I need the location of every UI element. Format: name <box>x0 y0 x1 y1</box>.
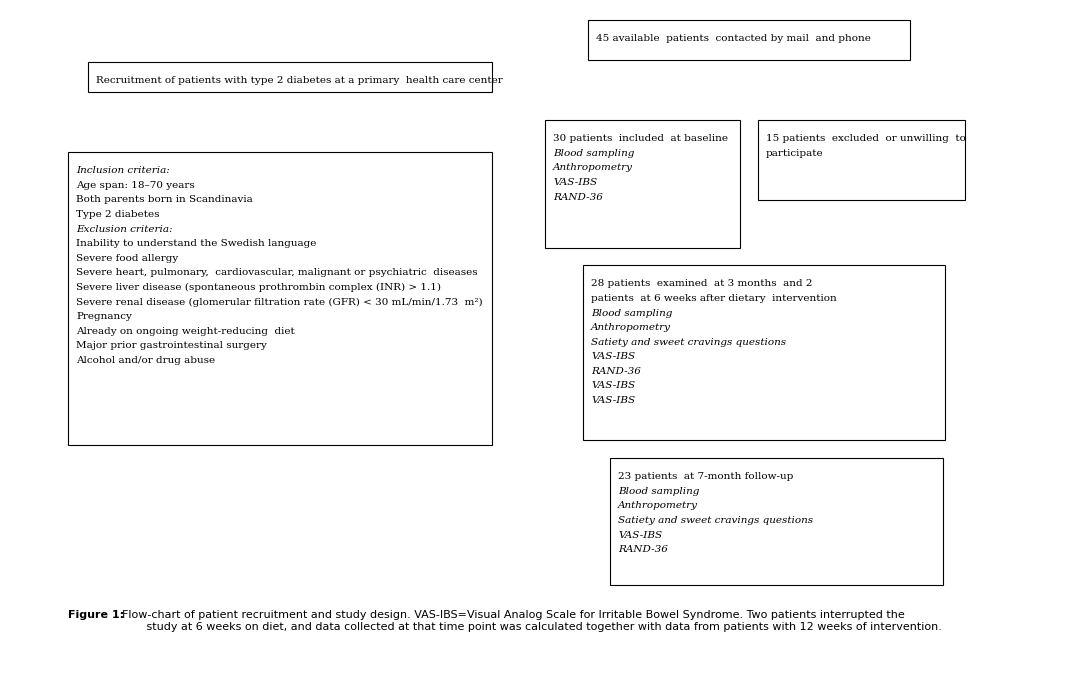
Text: Pregnancy: Pregnancy <box>76 312 132 321</box>
Bar <box>610 458 944 585</box>
Text: Flow-chart of patient recruitment and study design. VAS-IBS=Visual Analog Scale : Flow-chart of patient recruitment and st… <box>115 610 941 632</box>
Text: Exclusion criteria:: Exclusion criteria: <box>76 224 173 234</box>
Text: RAND-36: RAND-36 <box>591 367 641 376</box>
Bar <box>583 265 945 440</box>
Text: patients  at 6 weeks after dietary  intervention: patients at 6 weeks after dietary interv… <box>591 294 837 303</box>
Text: Severe heart, pulmonary,  cardiovascular, malignant or psychiatric  diseases: Severe heart, pulmonary, cardiovascular,… <box>76 268 477 278</box>
Text: Figure 1:: Figure 1: <box>68 610 124 620</box>
Text: Both parents born in Scandinavia: Both parents born in Scandinavia <box>76 195 253 204</box>
Text: Major prior gastrointestinal surgery: Major prior gastrointestinal surgery <box>76 341 267 350</box>
Text: RAND-36: RAND-36 <box>619 545 667 554</box>
Text: VAS-IBS: VAS-IBS <box>553 178 597 187</box>
Text: 28 patients  examined  at 3 months  and 2: 28 patients examined at 3 months and 2 <box>591 279 812 288</box>
Text: 30 patients  included  at baseline: 30 patients included at baseline <box>553 134 728 144</box>
Text: Blood sampling: Blood sampling <box>591 309 673 317</box>
Text: Blood sampling: Blood sampling <box>619 487 699 496</box>
Text: Severe food allergy: Severe food allergy <box>76 254 178 263</box>
Text: Anthropometry: Anthropometry <box>619 501 698 510</box>
Text: Age span: 18–70 years: Age span: 18–70 years <box>76 181 195 190</box>
Text: Inclusion criteria:: Inclusion criteria: <box>76 166 170 175</box>
Bar <box>545 120 740 248</box>
Text: VAS-IBS: VAS-IBS <box>619 530 662 540</box>
Text: VAS-IBS: VAS-IBS <box>591 353 635 361</box>
Text: 45 available  patients  contacted by mail  and phone: 45 available patients contacted by mail … <box>596 34 871 43</box>
Text: Inability to understand the Swedish language: Inability to understand the Swedish lang… <box>76 239 316 248</box>
Text: VAS-IBS: VAS-IBS <box>591 381 635 390</box>
Text: RAND-36: RAND-36 <box>553 193 603 202</box>
Text: Severe liver disease (spontaneous prothrombin complex (INR) > 1.1): Severe liver disease (spontaneous prothr… <box>76 283 441 292</box>
Text: Anthropometry: Anthropometry <box>591 323 671 332</box>
Text: Satiety and sweet cravings questions: Satiety and sweet cravings questions <box>619 516 813 525</box>
Text: Already on ongoing weight-reducing  diet: Already on ongoing weight-reducing diet <box>76 327 295 336</box>
Text: Anthropometry: Anthropometry <box>553 164 633 173</box>
Text: Alcohol and/or drug abuse: Alcohol and/or drug abuse <box>76 356 215 365</box>
Text: 23 patients  at 7-month follow-up: 23 patients at 7-month follow-up <box>619 472 794 481</box>
Text: VAS-IBS: VAS-IBS <box>591 396 635 405</box>
Text: Type 2 diabetes: Type 2 diabetes <box>76 210 160 219</box>
Bar <box>588 20 910 60</box>
Text: participate: participate <box>766 149 824 158</box>
Text: Satiety and sweet cravings questions: Satiety and sweet cravings questions <box>591 338 786 346</box>
Bar <box>758 120 965 200</box>
Bar <box>88 62 492 92</box>
Bar <box>68 152 492 445</box>
Text: 15 patients  excluded  or unwilling  to: 15 patients excluded or unwilling to <box>766 134 966 144</box>
Text: Severe renal disease (glomerular filtration rate (GFR) < 30 mL/min/1.73  m²): Severe renal disease (glomerular filtrat… <box>76 298 483 307</box>
Text: Blood sampling: Blood sampling <box>553 149 635 158</box>
Text: Recruitment of patients with type 2 diabetes at a primary  health care center: Recruitment of patients with type 2 diab… <box>96 76 503 86</box>
